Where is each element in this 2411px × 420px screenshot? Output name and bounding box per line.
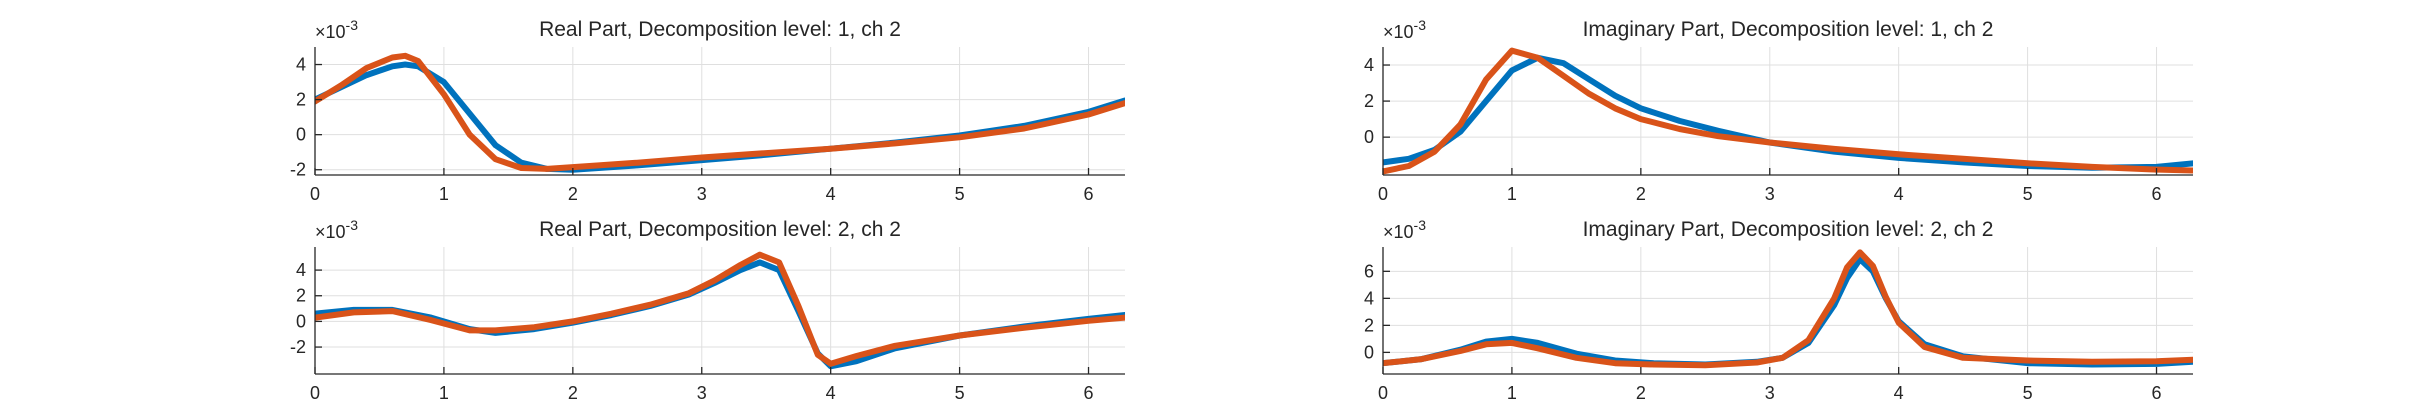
series-line-1 [1383, 256, 2193, 368]
y-tick-label: 0 [1364, 342, 1374, 362]
x-tick-label: 2 [568, 383, 578, 403]
x-tick-label: 5 [955, 383, 965, 403]
y-exponent-label: ×10-3 [1383, 17, 1426, 42]
series-line-1 [1383, 54, 2193, 171]
series-line-2 [315, 52, 1125, 172]
y-tick-label: 4 [296, 260, 306, 280]
y-tick-label: 6 [1364, 261, 1374, 281]
x-tick-label: 3 [1765, 184, 1775, 204]
y-tick-label: 0 [296, 125, 306, 145]
x-tick-label: 2 [568, 184, 578, 204]
x-tick-label: 0 [310, 383, 320, 403]
chart-panel-4: 0 1 2 3 4 5 6 0 2 4 6 ×10-3 Imaginary Part, Decompos… [1364, 217, 2193, 403]
x-tick-label: 0 [310, 184, 320, 204]
x-tick-label: 4 [1894, 184, 1904, 204]
chart-title: Imaginary Part, Decomposition level: 1, … [1583, 18, 1994, 41]
x-tick-label: 1 [439, 383, 449, 403]
y-tick-label: 4 [1364, 288, 1374, 308]
series-line-2 [1383, 47, 2193, 175]
x-tick-label: 4 [826, 383, 836, 403]
x-tick-label: 3 [1765, 383, 1775, 403]
x-tick-label: 0 [1378, 184, 1388, 204]
x-tick-label: 6 [1084, 383, 1094, 403]
y-tick-label: -2 [290, 160, 306, 180]
x-tick-label: 5 [2023, 184, 2033, 204]
x-tick-label: 5 [955, 184, 965, 204]
x-tick-label: 4 [1894, 383, 1904, 403]
y-tick-label: 2 [1364, 315, 1374, 335]
y-exponent-label: ×10-3 [315, 217, 358, 242]
y-tick-label: 0 [1364, 127, 1374, 147]
y-exponent-label: ×10-3 [1383, 217, 1426, 242]
x-tick-label: 6 [1084, 184, 1094, 204]
x-tick-label: 0 [1378, 383, 1388, 403]
chart-panel-3: 0 1 2 3 4 5 6 -2 0 2 4 ×10-3 Real Part, Decompositio… [290, 217, 1125, 403]
y-tick-label: 4 [1364, 55, 1374, 75]
x-tick-label: 1 [1507, 383, 1517, 403]
chart-title: Imaginary Part, Decomposition level: 2, … [1583, 218, 1994, 241]
y-tick-label: -2 [290, 337, 306, 357]
chart-title: Real Part, Decomposition level: 2, ch 2 [539, 218, 901, 241]
x-tick-label: 4 [826, 184, 836, 204]
x-tick-label: 3 [697, 184, 707, 204]
series-line-2 [315, 251, 1125, 367]
y-exponent-label: ×10-3 [315, 17, 358, 42]
x-tick-label: 5 [2023, 383, 2033, 403]
y-tick-label: 2 [296, 90, 306, 110]
series-line-2 [1383, 249, 2193, 369]
x-tick-label: 6 [2152, 184, 2162, 204]
x-tick-label: 2 [1636, 184, 1646, 204]
x-tick-label: 1 [439, 184, 449, 204]
chart-title: Real Part, Decomposition level: 1, ch 2 [539, 18, 901, 41]
x-tick-label: 1 [1507, 184, 1517, 204]
x-tick-label: 3 [697, 383, 707, 403]
y-tick-label: 4 [296, 55, 306, 75]
chart-panel-2: 0 1 2 3 4 5 6 0 2 4 ×10-3 Imaginary Part, Decomposi… [1364, 17, 2193, 204]
y-tick-label: 2 [1364, 91, 1374, 111]
y-tick-label: 2 [296, 286, 306, 306]
x-tick-label: 2 [1636, 383, 1646, 403]
y-tick-label: 0 [296, 311, 306, 331]
x-tick-label: 6 [2152, 383, 2162, 403]
